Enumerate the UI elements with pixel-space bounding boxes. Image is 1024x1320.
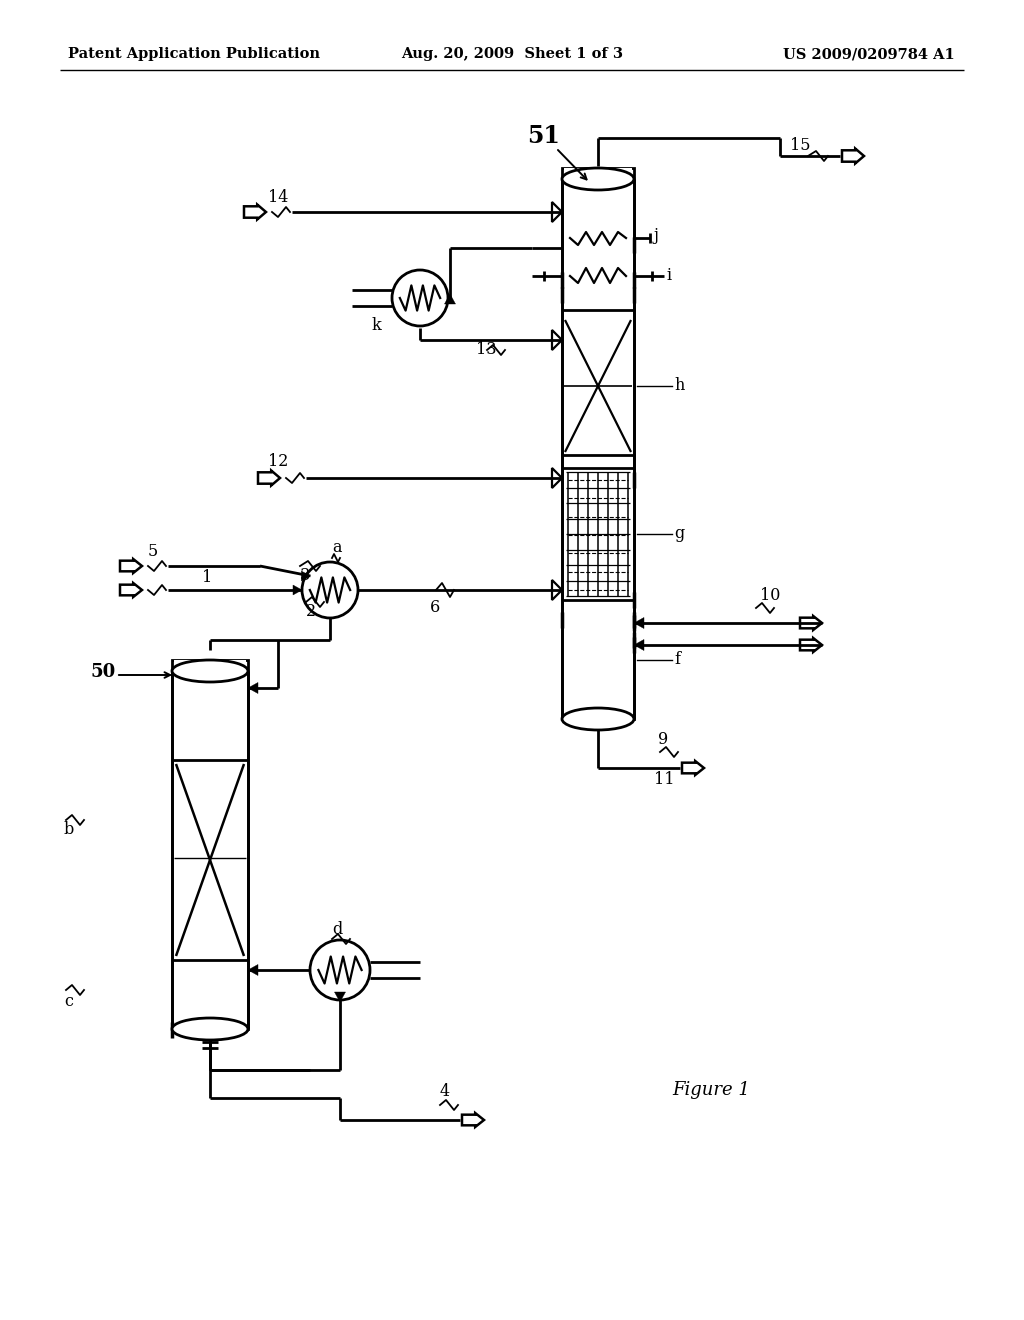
Polygon shape [601, 445, 615, 455]
Polygon shape [562, 330, 572, 350]
Polygon shape [258, 470, 280, 486]
Text: 2: 2 [306, 603, 316, 620]
Polygon shape [210, 668, 220, 688]
Bar [172, 660, 248, 1030]
Text: d: d [332, 921, 342, 939]
Polygon shape [248, 965, 258, 975]
Polygon shape [552, 202, 562, 222]
Circle shape [392, 271, 449, 326]
Ellipse shape [562, 168, 634, 190]
Text: 13: 13 [476, 342, 497, 359]
Ellipse shape [562, 708, 634, 730]
Text: 3: 3 [300, 568, 310, 585]
Polygon shape [552, 206, 562, 218]
Polygon shape [552, 334, 562, 346]
Text: Figure 1: Figure 1 [672, 1081, 750, 1100]
Polygon shape [634, 618, 644, 628]
Polygon shape [120, 583, 142, 597]
Polygon shape [581, 445, 595, 455]
Polygon shape [205, 672, 215, 682]
Polygon shape [552, 473, 562, 483]
Polygon shape [562, 579, 572, 601]
Polygon shape [800, 638, 822, 652]
Ellipse shape [172, 660, 248, 682]
Text: j: j [654, 227, 659, 243]
Circle shape [302, 562, 358, 618]
Text: 6: 6 [430, 598, 440, 615]
Polygon shape [248, 682, 258, 693]
Polygon shape [591, 445, 605, 455]
Bar [174, 660, 246, 1028]
Polygon shape [244, 205, 266, 219]
Polygon shape [120, 558, 142, 573]
Polygon shape [562, 469, 572, 488]
Text: h: h [674, 378, 684, 395]
Text: US 2009/0209784 A1: US 2009/0209784 A1 [783, 48, 955, 61]
Circle shape [310, 940, 370, 1001]
Polygon shape [552, 579, 562, 601]
Polygon shape [562, 202, 572, 222]
Polygon shape [552, 330, 562, 350]
Text: f: f [674, 652, 680, 668]
Polygon shape [444, 294, 456, 304]
Text: c: c [63, 994, 73, 1011]
Text: i: i [666, 268, 671, 285]
Polygon shape [200, 668, 210, 688]
Text: 5: 5 [148, 544, 159, 561]
Text: 4: 4 [440, 1084, 451, 1101]
Text: Patent Application Publication: Patent Application Publication [68, 48, 319, 61]
Polygon shape [800, 616, 822, 630]
Text: 15: 15 [790, 137, 811, 154]
Polygon shape [634, 639, 644, 651]
Text: 10: 10 [760, 587, 780, 605]
Text: 51: 51 [527, 124, 560, 148]
Text: 1: 1 [202, 569, 212, 586]
Text: 50: 50 [90, 663, 116, 681]
Polygon shape [462, 1113, 484, 1127]
Bar [562, 168, 634, 719]
Text: k: k [372, 318, 382, 334]
Text: b: b [63, 821, 75, 838]
Polygon shape [301, 572, 310, 581]
Text: 11: 11 [654, 771, 675, 788]
Text: 9: 9 [658, 731, 669, 748]
Polygon shape [293, 585, 302, 595]
Polygon shape [842, 149, 864, 164]
Ellipse shape [172, 1018, 248, 1040]
Text: a: a [332, 540, 341, 557]
Text: 14: 14 [268, 189, 289, 206]
Text: 12: 12 [268, 454, 289, 470]
Polygon shape [552, 469, 562, 488]
Polygon shape [682, 762, 705, 775]
Polygon shape [552, 585, 562, 595]
Polygon shape [335, 993, 345, 1002]
Text: g: g [674, 525, 684, 543]
Text: Aug. 20, 2009  Sheet 1 of 3: Aug. 20, 2009 Sheet 1 of 3 [401, 48, 623, 61]
Bar [564, 168, 632, 718]
